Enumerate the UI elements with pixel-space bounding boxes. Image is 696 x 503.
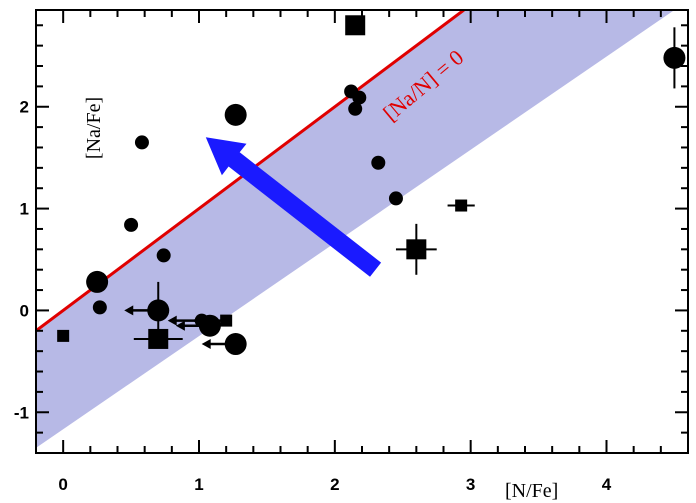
x-tick-label: 2: [330, 475, 339, 494]
axes-layer: [35, 9, 689, 454]
arrow-layer: [205, 137, 382, 277]
data-point-circle: [371, 155, 386, 170]
upper-limit-arrow-head: [124, 305, 134, 316]
trend-arrow: [205, 137, 382, 277]
data-point-circle: [224, 103, 247, 126]
y-tick-label: 1: [20, 200, 29, 219]
data-point-circle: [224, 333, 247, 356]
y-tick-label: 2: [20, 98, 29, 117]
x-tick-label: 0: [58, 475, 67, 494]
data-point-circle: [156, 248, 171, 263]
data-point-square: [220, 314, 233, 327]
upper-limit-arrow-head: [167, 315, 177, 326]
band-layer: [36, 10, 675, 448]
y-tick-label: 0: [20, 301, 29, 320]
upper-limit-arrow-head: [175, 320, 185, 331]
x-tick-label: 3: [466, 475, 475, 494]
x-tick-label: 1: [194, 475, 203, 494]
data-point-square: [57, 329, 70, 342]
data-point-circle: [124, 217, 139, 232]
upper-limit-arrow-head: [201, 339, 211, 350]
x-tick-label: 4: [602, 475, 612, 494]
y-axis-label: [Na/Fe]: [83, 97, 105, 159]
data-point-square: [455, 199, 468, 212]
tick-label-layer: 0 1 2 3 4 -1 0 1 2: [14, 98, 612, 494]
data-point-circle: [86, 270, 109, 293]
data-point-circle: [388, 191, 403, 206]
y-tick-label: -1: [14, 403, 29, 422]
data-point-circle: [92, 300, 107, 315]
upper-limit-arrow-head: [192, 315, 202, 326]
x-axis-label: [N/Fe]: [505, 480, 558, 502]
data-point-circle: [352, 90, 367, 105]
data-point-circle: [134, 135, 149, 150]
data-point-square: [345, 15, 366, 36]
plot-frame: [35, 9, 689, 454]
data-point-square: [406, 239, 427, 260]
shaded-band: [36, 10, 675, 448]
data-point-circle: [147, 299, 170, 322]
data-point-circle: [198, 314, 221, 337]
data-point-circle: [348, 101, 363, 116]
points-layer: [57, 15, 686, 356]
data-point-circle: [663, 46, 686, 69]
data-point-square: [148, 328, 169, 349]
